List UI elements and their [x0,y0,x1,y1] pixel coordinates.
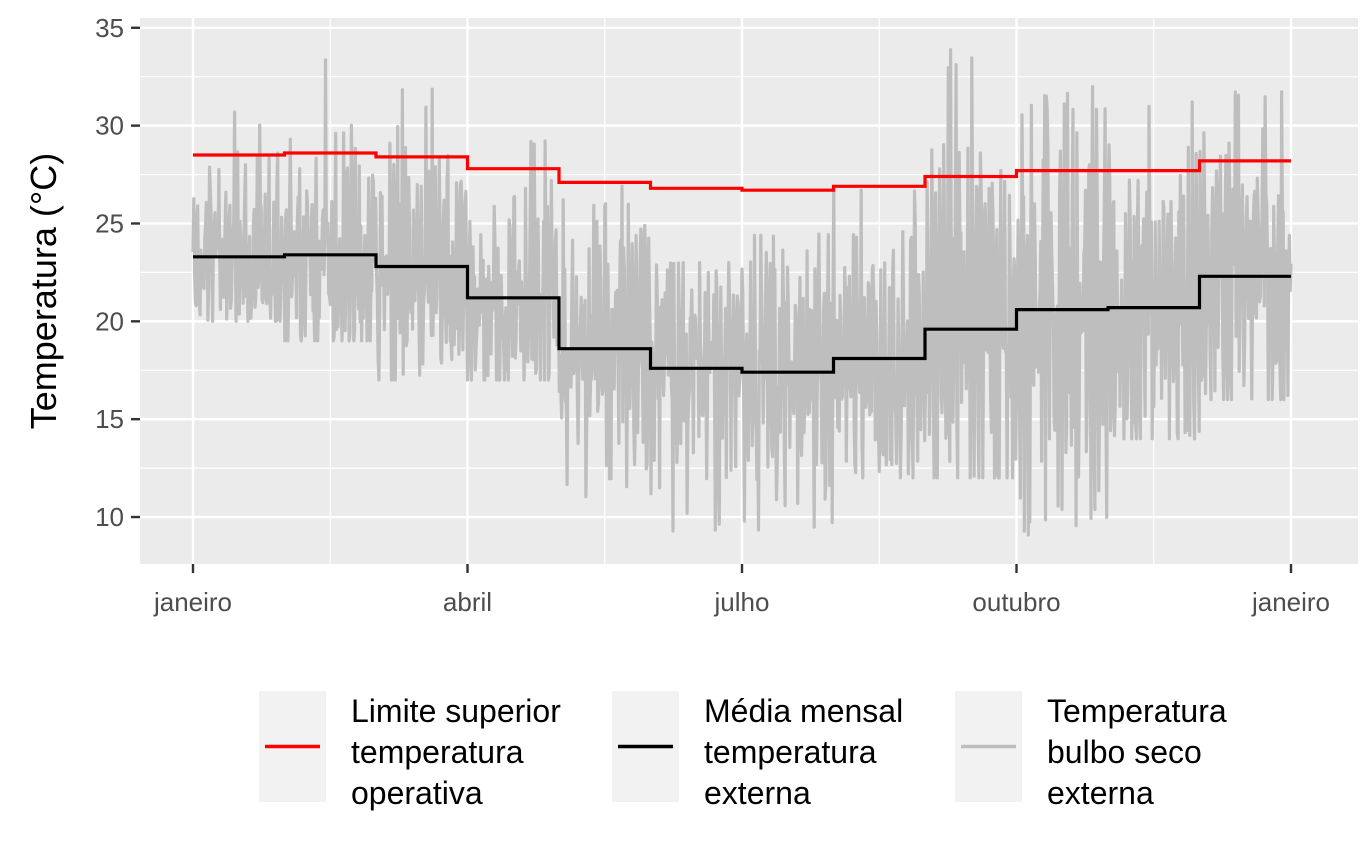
series-line-limite-superior [193,151,1291,192]
series-layer [191,48,1293,537]
x-axis: janeiro abril julho outubro janeiro [153,564,1330,617]
x-tick-label: janeiro [1251,587,1330,617]
legend-item: Temperatura bulbo seco externa [955,691,1227,811]
legend-label: Limite superior temperatura operativa [351,693,561,811]
series-line-bulbo-seco [191,48,1293,537]
x-tick-label: abril [443,587,492,617]
x-tick-label: outubro [972,587,1060,617]
y-axis-title: Temperatura (°C) [23,153,64,429]
y-tick-label: 20 [95,306,124,336]
y-axis: 10 15 20 25 30 35 [95,13,140,532]
legend: Limite superior temperatura operativa Média… [259,691,1227,811]
series-line-media-mensal [193,253,1291,374]
y-tick-label: 25 [95,208,124,238]
legend-item: Limite superior temperatura operativa [259,691,561,811]
y-tick-label: 30 [95,111,124,141]
y-tick-label: 15 [95,404,124,434]
y-tick-label: 35 [95,13,124,43]
legend-label: Média mensal temperatura externa [704,693,903,811]
legend-label: Temperatura bulbo seco externa [1047,693,1227,811]
x-tick-label: janeiro [153,587,232,617]
legend-item: Média mensal temperatura externa [612,691,903,811]
y-tick-label: 10 [95,502,124,532]
x-tick-label: julho [714,587,770,617]
